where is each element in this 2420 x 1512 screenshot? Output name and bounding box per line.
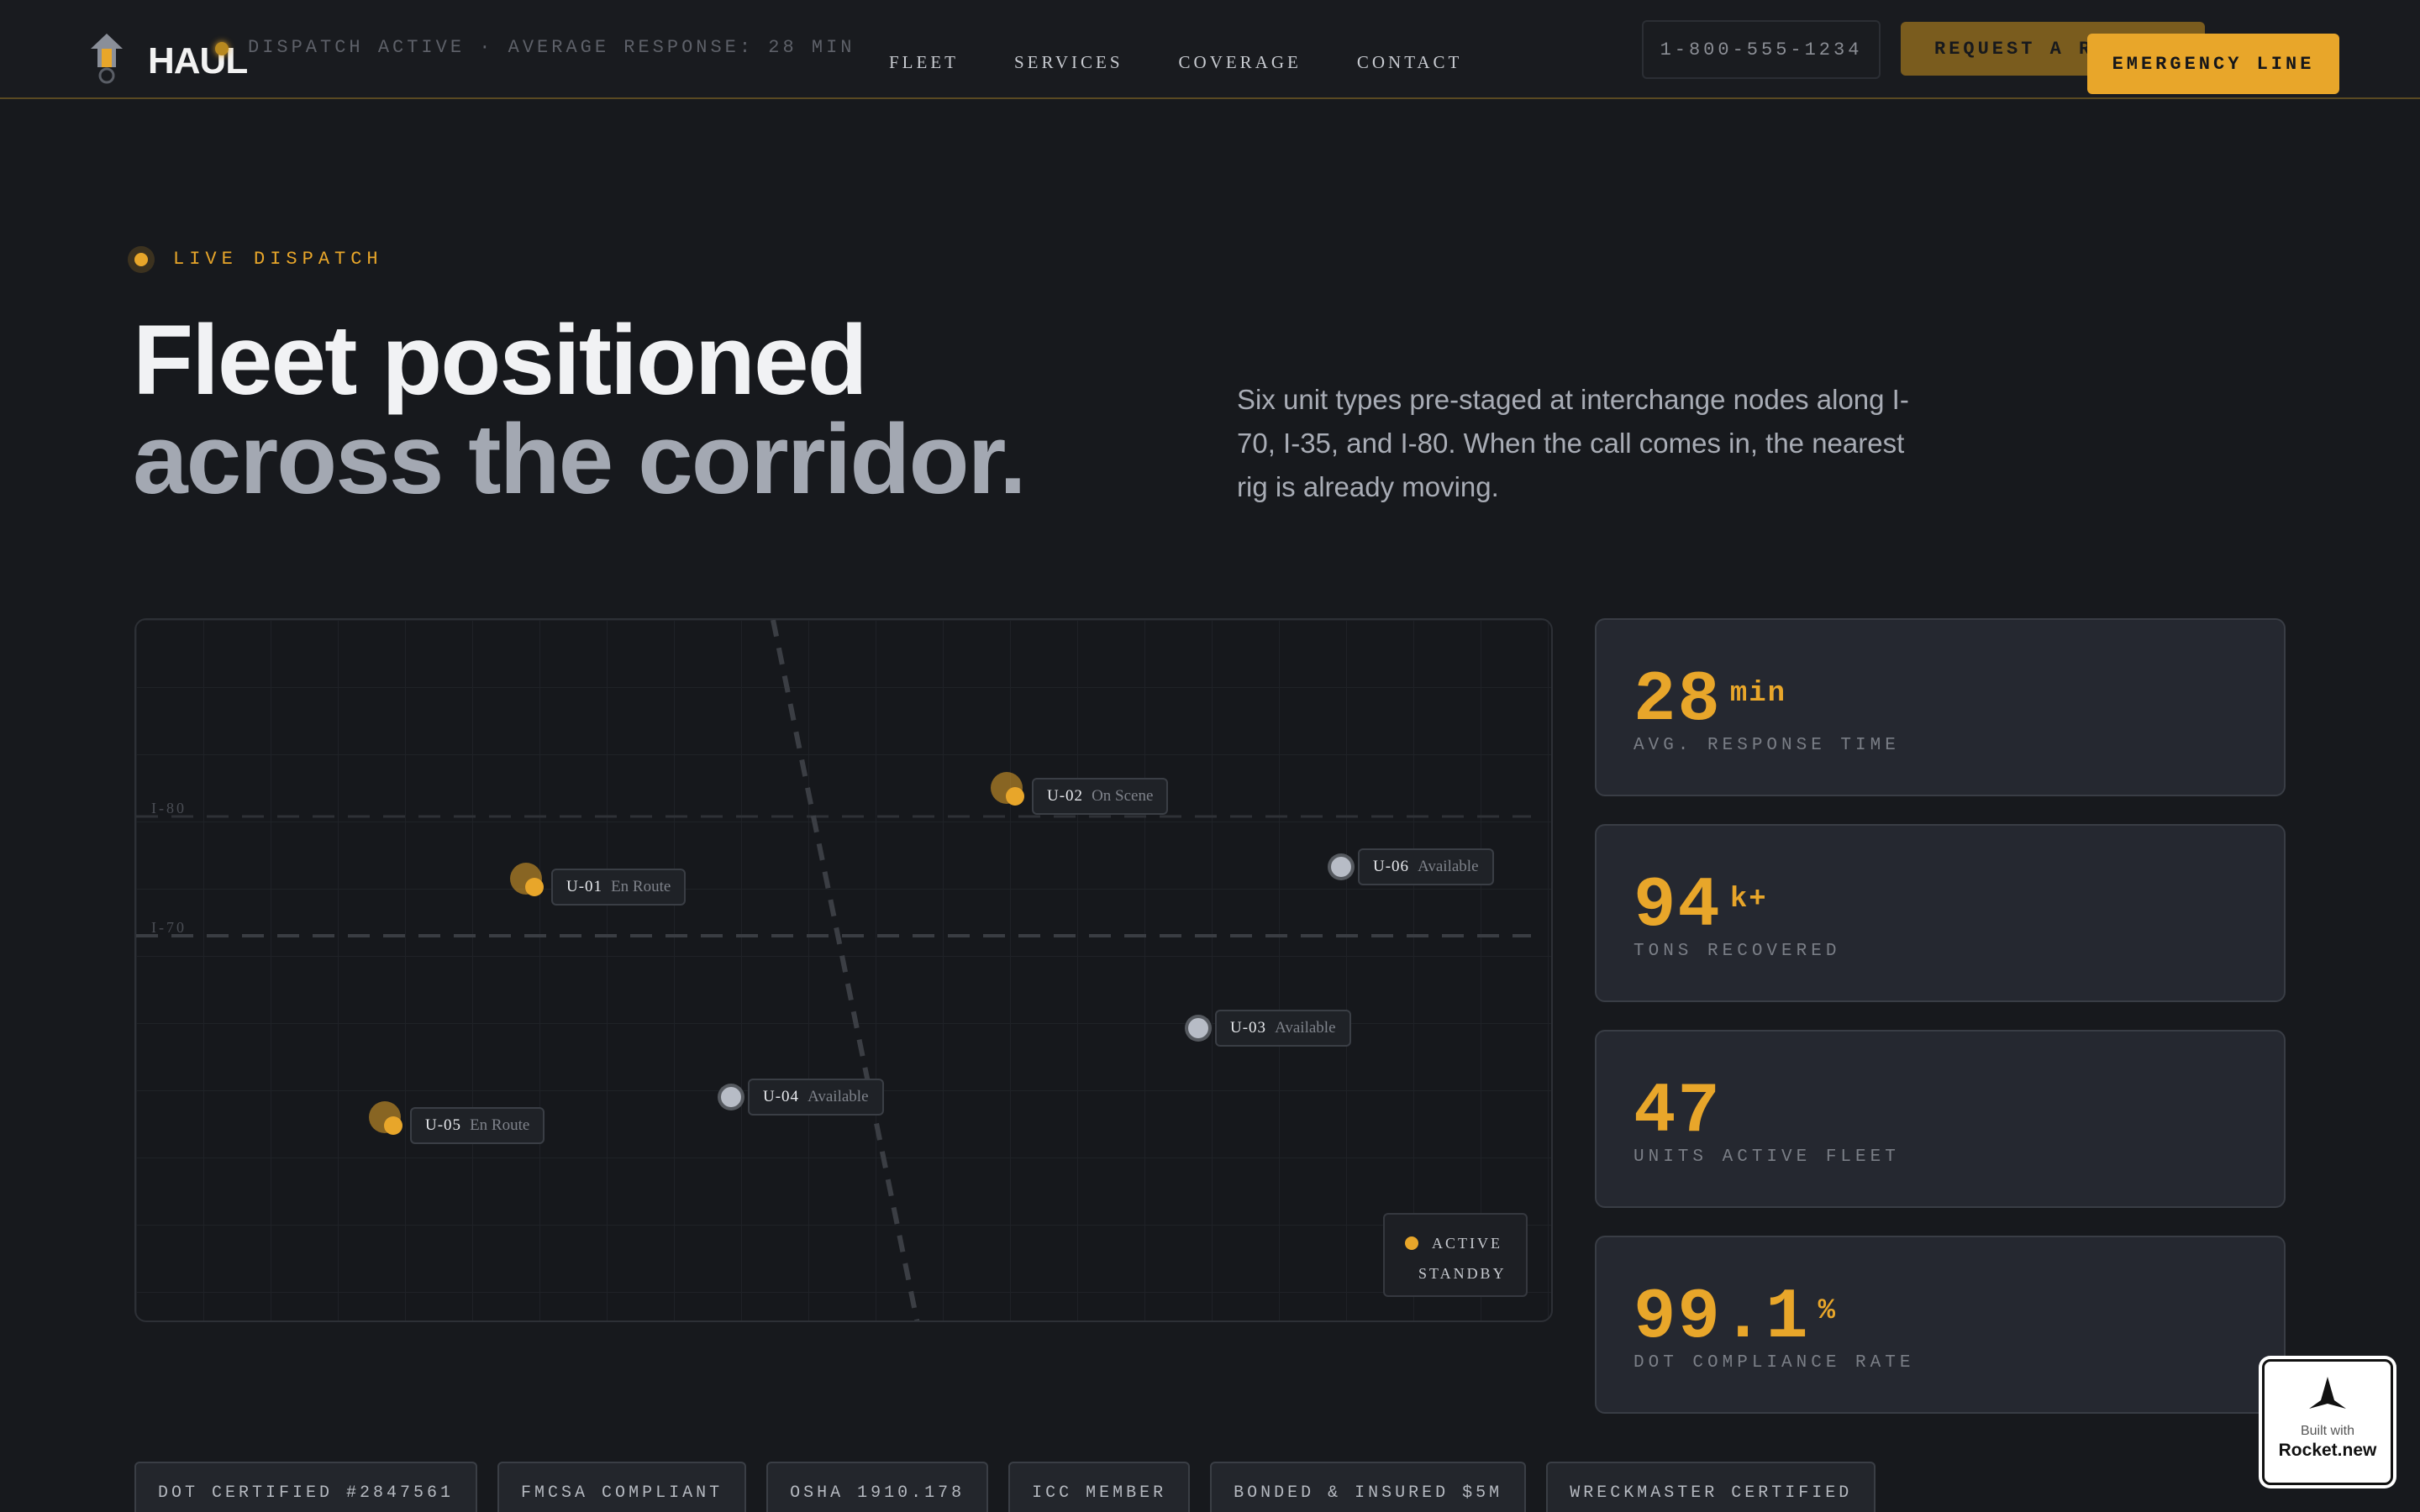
unit-tag-u04[interactable]: U-04 Available	[748, 1079, 884, 1116]
unit-status: Available	[808, 1088, 869, 1105]
legend-standby: STANDBY	[1405, 1258, 1506, 1289]
stat-number: 94	[1634, 867, 1722, 947]
unit-marker-u04[interactable]	[721, 1087, 741, 1107]
unit-id: U-05	[425, 1116, 462, 1134]
unit-marker-u06[interactable]	[1331, 857, 1351, 877]
unit-tag-u05[interactable]: U-05 En Route	[410, 1107, 545, 1144]
certification-badges: DOT CERTIFIED #2847561 FMCSA COMPLIANT O…	[134, 1462, 1876, 1512]
unit-marker-u02[interactable]	[1006, 787, 1024, 806]
legend-standby-label: STANDBY	[1418, 1264, 1507, 1282]
nav-services[interactable]: SERVICES	[1014, 52, 1123, 72]
live-dispatch-text: LIVE DISPATCH	[173, 249, 383, 270]
highway-i35-line	[771, 620, 920, 1320]
legend-active-label: ACTIVE	[1432, 1234, 1502, 1252]
emergency-line-button[interactable]: EMERGENCY LINE	[2087, 34, 2339, 94]
highway-label-i70: I-70	[151, 919, 187, 936]
status-indicator-dot	[215, 42, 229, 55]
hero-title-line-2: across the corridor.	[133, 404, 1027, 515]
hero-description: Six unit types pre-staged at interchange…	[1237, 384, 1909, 502]
stat-unit: k+	[1729, 884, 1768, 916]
live-pulse-dot	[134, 252, 148, 266]
highway-label-i80: I-80	[151, 800, 187, 816]
unit-tag-u02[interactable]: U-02 On Scene	[1032, 778, 1169, 815]
stat-card-units-active: 47 UNITS ACTIVE FLEET	[1595, 1030, 2286, 1208]
unit-status: Available	[1275, 1019, 1336, 1037]
map-legend: ACTIVE STANDBY	[1383, 1213, 1528, 1297]
brand-logo[interactable]: HAUL	[87, 34, 248, 86]
main-nav: FLEET SERVICES COVERAGE CONTACT	[889, 52, 1462, 73]
badge-bonded: BONDED & INSURED $5M	[1210, 1462, 1527, 1512]
stat-unit: %	[1818, 1295, 1838, 1327]
stat-label: TONS RECOVERED	[1634, 942, 1841, 961]
nav-contact[interactable]: CONTACT	[1356, 52, 1463, 72]
nav-coverage[interactable]: COVERAGE	[1178, 52, 1302, 72]
hero-title-line-1: Fleet positioned	[133, 305, 868, 416]
dispatch-map[interactable]: I-80 I-70 U-01 En Route U-02 On Scene U-…	[134, 618, 1553, 1322]
stat-card-response-time: 28 min AVG. RESPONSE TIME	[1595, 618, 2286, 796]
stat-card-dot-compliance: 99.1% DOT COMPLIANCE RATE	[1595, 1236, 2286, 1414]
badge-icc: ICC MEMBER	[1008, 1462, 1191, 1512]
built-with-text: Built with	[2300, 1424, 2355, 1438]
rocket-logo-icon	[2309, 1377, 2346, 1409]
tow-truck-icon	[91, 34, 123, 84]
site-header: HAUL DISPATCH ACTIVE · AVERAGE RESPONSE:…	[0, 0, 2420, 99]
stat-number: 99.1	[1634, 1278, 1810, 1358]
unit-tag-u01[interactable]: U-01 En Route	[551, 869, 687, 906]
rocket-name: Rocket.new	[2278, 1441, 2377, 1460]
unit-status: En Route	[611, 878, 671, 895]
legend-active: ACTIVE	[1405, 1228, 1506, 1258]
unit-id: U-04	[763, 1088, 800, 1105]
unit-status: Available	[1418, 858, 1479, 875]
hero-title: Fleet positioned across the corridor.	[133, 305, 1027, 515]
badge-osha: OSHA 1910.178	[766, 1462, 989, 1512]
unit-marker-u01[interactable]	[525, 878, 544, 896]
unit-id: U-01	[566, 878, 603, 895]
unit-tag-u03[interactable]: U-03 Available	[1215, 1010, 1351, 1047]
stat-value: 47	[1634, 1070, 1730, 1148]
built-with-rocket-badge[interactable]: Built with Rocket.new	[2262, 1359, 2393, 1485]
stat-number: 28	[1634, 661, 1722, 741]
live-dispatch-label: LIVE DISPATCH	[131, 249, 383, 270]
stat-value: 28 min	[1634, 659, 1786, 737]
unit-id: U-02	[1047, 787, 1084, 805]
stat-value: 99.1%	[1634, 1276, 1837, 1354]
stat-number: 47	[1634, 1073, 1722, 1152]
badge-fmcsa: FMCSA COMPLIANT	[497, 1462, 747, 1512]
map-grid	[136, 620, 1551, 1320]
stat-unit: min	[1729, 678, 1787, 710]
unit-marker-u05[interactable]	[384, 1116, 402, 1135]
dispatch-status: DISPATCH ACTIVE · AVERAGE RESPONSE: 28 M…	[248, 37, 855, 58]
badge-dot-certified: DOT CERTIFIED #2847561	[134, 1462, 478, 1512]
legend-active-dot	[1405, 1236, 1418, 1250]
brand-name: HAUL	[148, 40, 248, 81]
unit-status: On Scene	[1092, 787, 1154, 805]
unit-id: U-06	[1373, 858, 1410, 875]
stat-label: DOT COMPLIANCE RATE	[1634, 1353, 1915, 1373]
nav-fleet[interactable]: FLEET	[889, 52, 959, 72]
phone-number-link[interactable]: 1-800-555-1234	[1642, 20, 1881, 79]
stat-card-tons-recovered: 94 k+ TONS RECOVERED	[1595, 824, 2286, 1002]
stat-value: 94 k+	[1634, 864, 1768, 942]
unit-tag-u06[interactable]: U-06 Available	[1358, 848, 1494, 885]
unit-id: U-03	[1230, 1019, 1267, 1037]
unit-status: En Route	[470, 1116, 530, 1134]
stat-label: UNITS ACTIVE FLEET	[1634, 1147, 1900, 1167]
stat-label: AVG. RESPONSE TIME	[1634, 736, 1900, 755]
unit-marker-u03[interactable]	[1188, 1018, 1208, 1038]
badge-wreckmaster: WRECKMASTER CERTIFIED	[1546, 1462, 1876, 1512]
